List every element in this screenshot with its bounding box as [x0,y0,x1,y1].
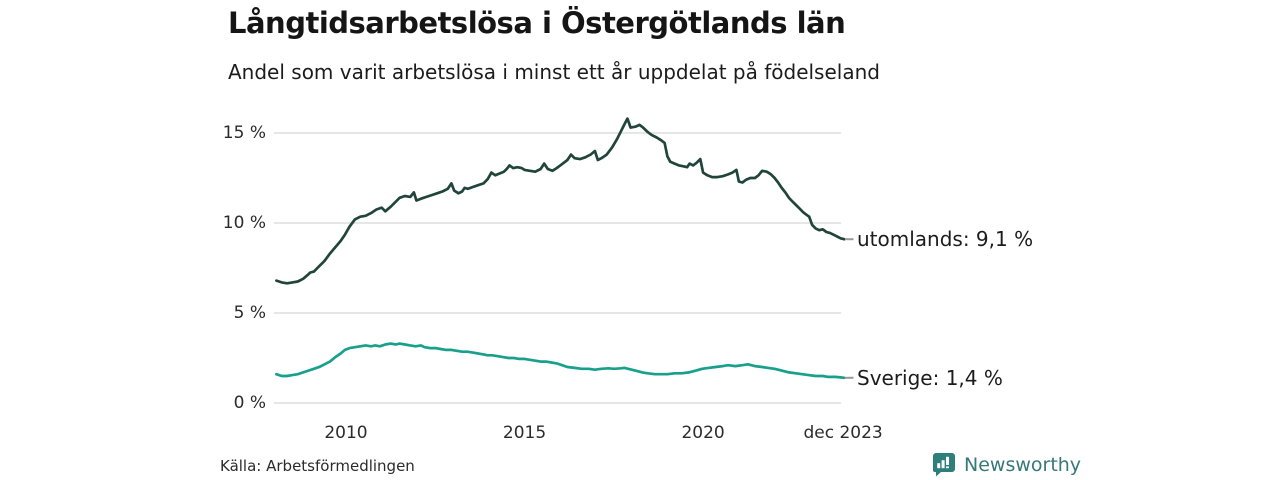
chart-subtitle: Andel som varit arbetslösa i minst ett å… [228,60,880,84]
source-note: Källa: Arbetsförmedlingen [220,457,415,475]
newsworthy-logo[interactable]: Newsworthy [932,452,1081,477]
y-tick-label: 0 % [233,393,266,413]
x-tick-label: 2020 [681,423,725,443]
y-tick-label: 5 % [233,303,266,323]
y-tick-label: 10 % [222,213,266,233]
page-title: Långtidsarbetslösa i Östergötlands län [228,6,846,40]
series-line-utomlands [275,117,846,285]
bar-chart-speech-bubble-icon [933,453,955,477]
brand-name: Newsworthy [964,453,1082,476]
series-line-Sverige [275,342,846,380]
x-tick-label: dec 2023 [803,423,883,443]
y-tick-label: 15 % [222,123,266,143]
x-tick-label: 2015 [502,423,547,443]
x-tick-label: 2010 [324,423,368,443]
series-end-label-utomlands: utomlands: 9,1 % [857,227,1034,252]
series-end-label-Sverige: Sverige: 1,4 % [857,365,1003,390]
